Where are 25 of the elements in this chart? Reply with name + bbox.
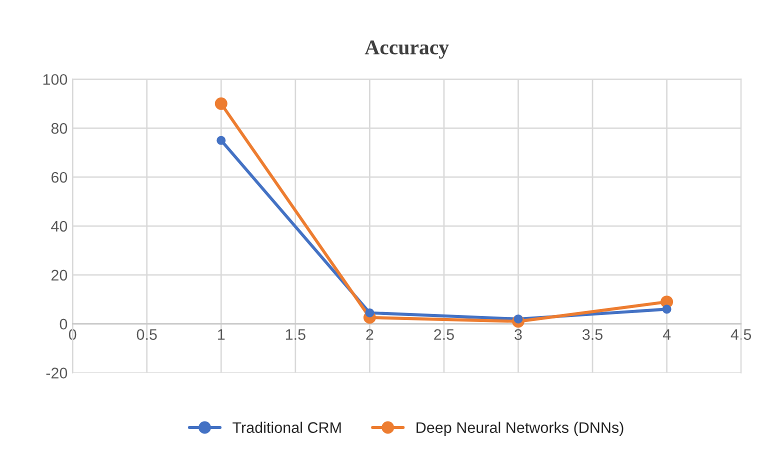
x-tick-label: 2: [366, 329, 374, 340]
x-tick-label: 4.5: [730, 329, 752, 340]
point: [662, 304, 672, 314]
point: [214, 97, 228, 110]
y-tick-label: -20: [46, 368, 68, 378]
x-tick-label: 1: [218, 329, 225, 340]
point: [514, 314, 523, 324]
x-tick-label: 2.5: [434, 329, 454, 340]
y-tick-label: 100: [43, 74, 68, 85]
point: [365, 308, 374, 318]
x-tick-label: 3: [514, 329, 522, 340]
y-tick-label: 20: [51, 270, 68, 281]
x-tick-label: 0.5: [136, 329, 157, 340]
chart-title: Accuracy: [364, 40, 449, 59]
y-tick-label: 80: [51, 123, 68, 134]
point: [216, 136, 226, 145]
x-tick-label: 1.5: [286, 329, 306, 340]
y-tick-label: 40: [51, 220, 68, 232]
x-tick-label: 0: [68, 329, 76, 340]
y-tick-label: 60: [52, 172, 68, 183]
x-tick-label: 4: [662, 329, 671, 340]
y-tick-label: 0: [60, 318, 68, 330]
legend-label: Traditional CRM: [232, 422, 341, 433]
legend-label: Deep Neural Networks (DNNs): [416, 422, 624, 436]
x-tick-label: 3.5: [582, 329, 603, 340]
